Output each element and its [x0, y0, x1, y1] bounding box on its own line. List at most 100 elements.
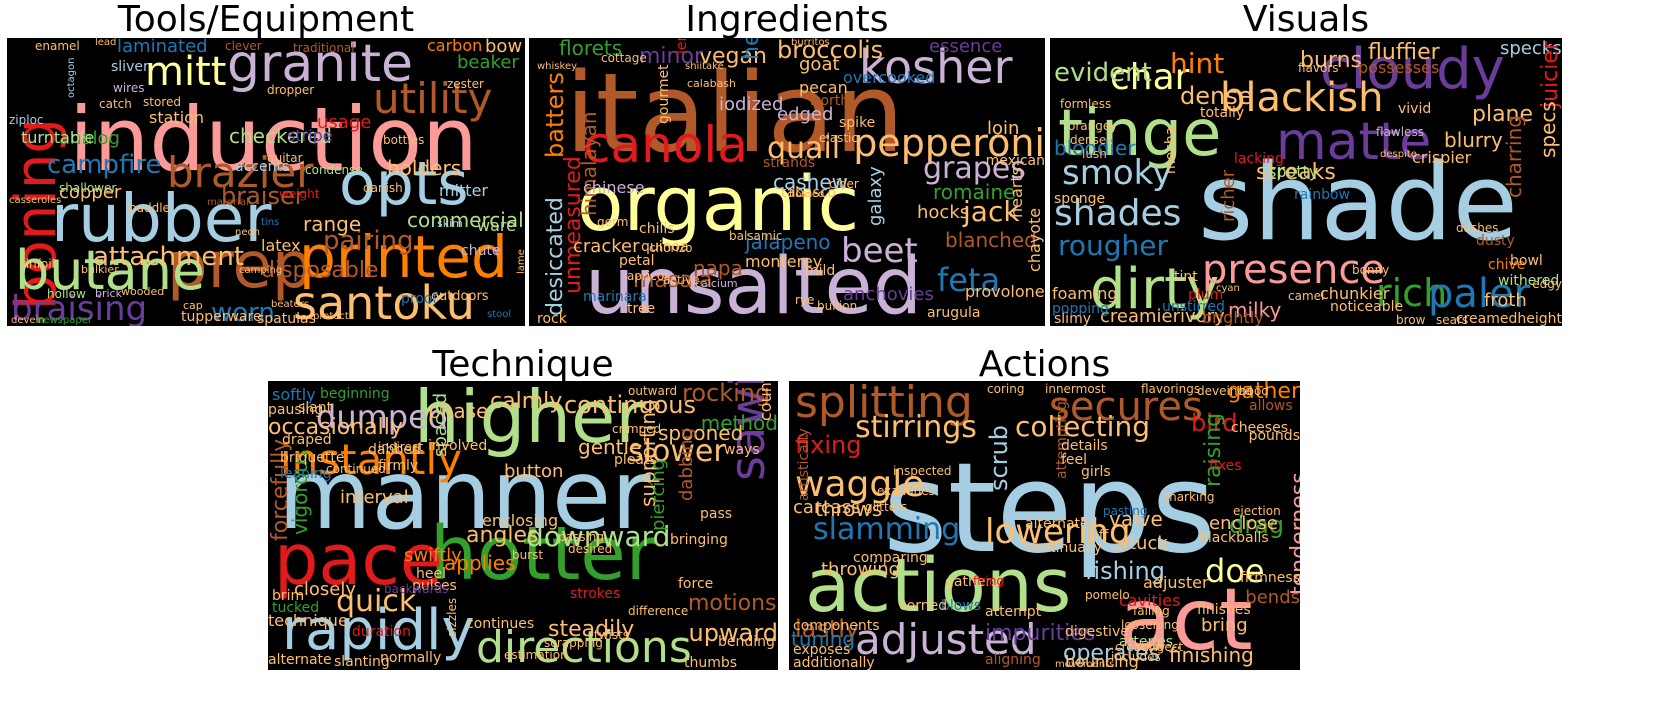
word-cloud-visuals: shade tinge dirty cloudy matte blackish presen…: [1050, 38, 1562, 326]
cloud-word: possesses: [1358, 58, 1440, 77]
panel-title-ingredients: Ingredients: [685, 0, 889, 40]
cloud-word: cottage: [601, 51, 647, 65]
cloud-word: backwards: [384, 582, 449, 596]
cloud-word: unstirred: [1162, 299, 1225, 315]
cloud-word: alternate: [268, 652, 332, 668]
cloud-word: chayote: [1025, 207, 1044, 272]
cloud-word: essence: [929, 38, 1003, 57]
cloud-word: dumped: [316, 398, 449, 436]
cloud-word: tinge: [1058, 97, 1222, 171]
cloud-word: pass: [700, 506, 733, 522]
cloud-word: traditional: [293, 41, 355, 55]
cloud-word: shallower: [59, 181, 117, 195]
cloud-word: shiitake: [685, 61, 724, 72]
cloud-word: galaxy: [865, 166, 886, 226]
cloud-word: mitter: [439, 181, 488, 200]
cloud-word: grapes: [923, 151, 1026, 186]
cloud-word: jack: [963, 195, 1020, 228]
cloud-word: brick: [95, 287, 122, 300]
cloud-word: lastly: [795, 615, 860, 643]
cloud-word: enclose: [1209, 513, 1278, 534]
cloud-word: rye: [795, 293, 815, 307]
cloud-word: doe: [1205, 552, 1265, 590]
cloud-word: headed: [739, 38, 764, 60]
cloud-word: sliver: [111, 59, 149, 75]
cloud-word: bow: [485, 38, 523, 57]
cloud-word: hotter: [430, 511, 657, 597]
cloud-word: usage: [317, 112, 372, 133]
cloud-word: finishes: [1197, 602, 1251, 618]
cloud-word: burns: [1300, 48, 1362, 73]
cloud-word: pairing: [323, 226, 414, 256]
cloud-word: unsalted: [585, 242, 923, 326]
cloud-word: hood: [1239, 384, 1269, 398]
cloud-word: jalapeno: [745, 230, 831, 254]
cloud-word: italian: [565, 49, 905, 177]
cloud-word: hollow: [47, 287, 86, 301]
cloud-word: technique: [268, 611, 348, 630]
cloud-word: piercing: [648, 458, 669, 531]
cloud-word: rocking: [682, 381, 771, 407]
cloud-word: organic: [577, 159, 860, 248]
cloud-word: brow: [1396, 313, 1426, 326]
cloud-word: exposes: [793, 642, 851, 658]
cloud-word: hint: [1170, 47, 1225, 80]
cloud-word: loosening: [1121, 618, 1179, 632]
cloud-word: dropper: [267, 83, 315, 97]
cloud-word: pecan: [799, 78, 848, 97]
cloud-word: arteries: [1119, 634, 1173, 650]
cloud-word: lame: [516, 249, 525, 274]
cloud-word: cloudy: [1320, 38, 1505, 102]
cloud-word: flawless: [1376, 125, 1424, 139]
cloud-word: bonny: [1352, 263, 1390, 277]
cloud-word: bulkier: [81, 263, 119, 276]
cloud-word: duration: [352, 624, 411, 640]
cloud-word: counterclockwise: [756, 381, 775, 421]
cloud-word: beaters: [271, 299, 310, 310]
cloud-word: popping: [1052, 301, 1109, 317]
cloud-word: napa: [693, 256, 743, 280]
cloud-word: rich: [1376, 271, 1448, 315]
cloud-word: thumbs: [684, 655, 738, 670]
cloud-word: sizzles: [445, 597, 459, 637]
cloud-word: calmly: [490, 389, 563, 414]
word-cloud-technique: manner higher hotter pace rapidly directions i…: [268, 381, 778, 670]
cloud-word: steadily: [548, 617, 635, 642]
cloud-word: attempt: [985, 604, 1042, 620]
cloud-word: components: [793, 618, 880, 634]
cloud-word: canola: [583, 116, 748, 174]
cloud-word: foaming: [1052, 284, 1118, 303]
cloud-word: devein: [11, 315, 45, 326]
cloud-word: chinese: [583, 178, 645, 197]
cloud-word: crispier: [1412, 148, 1472, 167]
cloud-word: stirrings: [855, 410, 977, 445]
cloud-word: pounds: [1248, 428, 1300, 444]
cloud-word: vegan: [699, 44, 767, 69]
cloud-word: flavors: [1298, 61, 1339, 75]
cloud-word: desired: [568, 542, 613, 556]
cloud-word: carbon: [427, 38, 483, 55]
cloud-word: normally: [380, 650, 442, 666]
cloud-word: ware: [477, 216, 516, 235]
cloud-word: falling: [1133, 604, 1170, 618]
cloud-word: active: [663, 273, 700, 287]
cloud-word: broccolis: [777, 38, 884, 64]
cloud-word: leaning: [280, 466, 332, 482]
cloud-word: method: [700, 411, 778, 435]
cloud-word: apricot: [627, 269, 669, 283]
cloud-word: additionally: [793, 655, 875, 670]
cloud-word: impurities: [985, 621, 1096, 646]
cloud-word: wires: [113, 81, 145, 95]
cloud-word: petal: [619, 253, 655, 269]
cloud-word: minor: [639, 44, 703, 69]
cloud-word: slimy: [1054, 311, 1091, 326]
cloud-word: chive: [1488, 257, 1526, 273]
cloud-word: lead: [95, 38, 117, 48]
cloud-word: charring: [1502, 115, 1526, 198]
cloud-word: rock: [537, 311, 567, 326]
cloud-word: monterey: [745, 252, 823, 271]
cloud-word: disposable: [261, 258, 379, 283]
cloud-word: feel: [1061, 452, 1088, 468]
cloud-word: chorizo: [649, 241, 693, 255]
cloud-word: throws: [815, 497, 883, 521]
